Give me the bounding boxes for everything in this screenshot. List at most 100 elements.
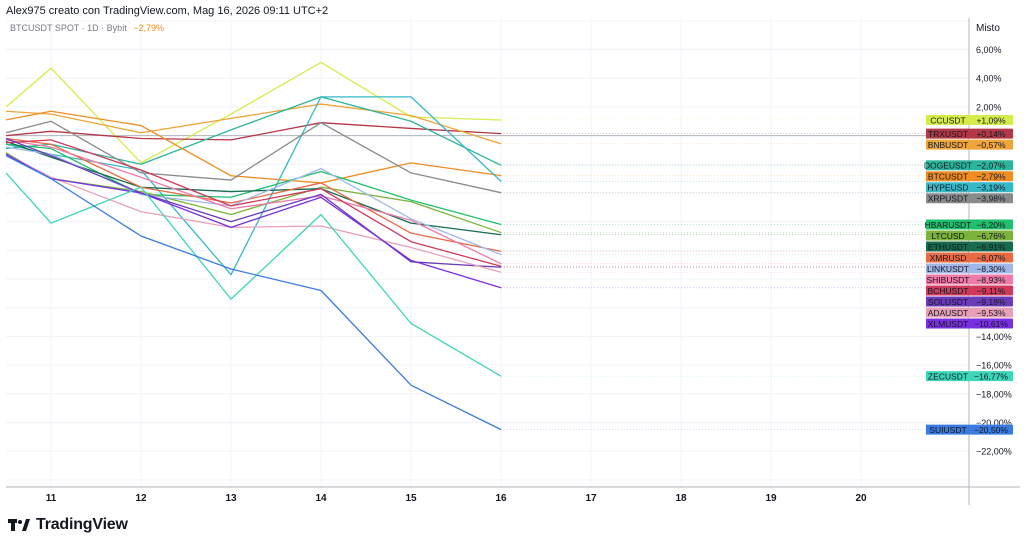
scale-mode-label[interactable]: Misto [976, 23, 1000, 34]
badge-solusdt[interactable]: SOLUSDT −9,18% [501, 266, 1013, 307]
badge-name-bg [926, 241, 970, 252]
series-line-suiusdt [5, 155, 502, 431]
grid [6, 18, 969, 487]
series-line-zecusdt [5, 172, 502, 377]
badge-change: −8,30% [976, 264, 1006, 274]
badge-change: −9,18% [976, 297, 1006, 307]
time-tick-label: 15 [405, 493, 417, 504]
price-tick-label: 2,00% [976, 102, 1002, 112]
price-tick-label: 4,00% [976, 74, 1002, 84]
badge-change: −16,77% [974, 372, 1008, 382]
series-line-xrpusdt [5, 120, 502, 194]
badge-trxusdt[interactable]: TRXUSDT +0,14% [501, 128, 1013, 139]
series-line-hbarusdt [5, 143, 502, 226]
series-line-solusdt [5, 137, 502, 268]
price-tick-label: −16,00% [976, 361, 1012, 371]
price-axis[interactable]: 6,00% 4,00% 2,00% −14,00% −16,00% −18,00% −20,… [976, 45, 1012, 457]
time-tick-label: 14 [315, 493, 327, 504]
chart-title-change: −2,79% [133, 23, 164, 33]
badge-name: BNBUSDT [928, 140, 969, 150]
badge-ethusdt[interactable]: ETHUSDT −6,91% [501, 234, 1013, 252]
badge-name-bg [926, 128, 970, 139]
badge-ccusdt[interactable]: CCUSDT +1,09% [501, 114, 1013, 125]
series-line-bnbusdt [5, 103, 502, 145]
badge-change: −9,53% [976, 308, 1006, 318]
badge-name: SHIBUSDT [927, 275, 970, 285]
badge-name-bg [926, 171, 970, 182]
chart-title: BTCUSDT SPOT · 1D · Bybit [10, 23, 127, 33]
time-tick-label: 18 [675, 493, 687, 504]
badge-name: BTCUSDT [928, 172, 968, 182]
badge-zecusdt[interactable]: ZECUSDT −16,77% [501, 371, 1013, 382]
badge-name-bg [926, 219, 970, 230]
badge-value-bg [970, 193, 1013, 204]
badge-name: LTCUSD [931, 231, 964, 241]
badge-value-bg [970, 128, 1013, 139]
badge-name-bg [926, 296, 970, 307]
badge-name: ETHUSDT [928, 242, 968, 252]
badge-change: −8,07% [976, 253, 1006, 263]
badge-change: −10,61% [974, 319, 1008, 329]
badge-adausdt[interactable]: ADAUSDT −9,53% [501, 271, 1013, 318]
badge-change: −3,98% [976, 194, 1006, 204]
time-axis[interactable]: 11 12 13 14 15 16 17 18 19 20 [46, 493, 867, 504]
time-tick-label: 11 [46, 493, 57, 504]
price-tick-label: −20,00% [976, 418, 1012, 428]
series-line-adausdt [5, 153, 502, 273]
badge-bchusdt[interactable]: BCHUSDT −9,11% [501, 265, 1013, 296]
badge-value-bg [970, 230, 1013, 241]
time-tick-label: 16 [495, 493, 507, 504]
badge-change: −2,79% [976, 172, 1006, 182]
time-tick-label: 17 [585, 493, 597, 504]
badge-value-bg [970, 182, 1013, 193]
time-tick-label: 13 [225, 493, 237, 504]
badge-xlmusdt[interactable]: XLMUSDT −10,61% [501, 287, 1013, 329]
badge-change: −2,07% [976, 161, 1006, 171]
badge-name-bg [926, 263, 970, 274]
badge-change: +0,14% [976, 129, 1006, 139]
badge-value-bg [970, 160, 1013, 171]
badge-dogeusdt[interactable]: DOGEUSDT −2,07% [501, 160, 1013, 171]
badge-name-bg [926, 230, 970, 241]
badge-value-bg [970, 296, 1013, 307]
badge-name: XRPUSDT [928, 194, 969, 204]
badge-xrpusdt[interactable]: XRPUSDT −3,98% [501, 192, 1013, 204]
badge-name: DOGEUSDT [924, 161, 972, 171]
series-line-xmrusd [5, 137, 502, 252]
badge-value-bg [970, 114, 1013, 125]
badge-name: HYPEUSD [927, 183, 968, 193]
badge-name: TRXUSDT [928, 129, 968, 139]
badge-name-bg [926, 193, 970, 204]
badge-name-bg [926, 285, 970, 296]
series-line-ccusdt [5, 61, 502, 164]
badge-bnbusdt[interactable]: BNBUSDT −0,57% [501, 139, 1013, 150]
badge-change: −3,19% [976, 183, 1006, 193]
badge-hypeusd[interactable]: HYPEUSD −3,19% [501, 181, 1013, 193]
series-line-trxusdt [5, 122, 502, 141]
badge-name: XMRUSD [930, 253, 967, 263]
badge-value-bg [970, 318, 1013, 329]
series-line-bchusdt [5, 139, 502, 267]
badge-value-bg [970, 241, 1013, 252]
badge-hbarusdt[interactable]: HBARUSDT −6,20% [501, 219, 1013, 230]
badge-xmrusd[interactable]: XMRUSD −8,07% [501, 251, 1013, 263]
badge-name: ADAUSDT [928, 308, 969, 318]
badge-name-bg [926, 252, 970, 263]
badge-name: CCUSDT [930, 115, 965, 125]
badge-name: ZECUSDT [928, 372, 968, 382]
badge-value-bg [970, 424, 1013, 435]
badge-change: −6,76% [976, 231, 1006, 241]
badge-name: HBARUSDT [925, 220, 972, 230]
price-tick-label: −22,00% [976, 447, 1012, 457]
export-header: Alex975 creato con TradingView.com, Mag … [6, 5, 329, 17]
badge-btcusdt[interactable]: BTCUSDT −2,79% [501, 171, 1013, 182]
badge-name-bg [926, 114, 970, 125]
badge-linkusdt[interactable]: LINKUSDT −8,30% [501, 254, 1013, 274]
badge-name: XLMUSDT [928, 319, 969, 329]
badge-suiusdt[interactable]: SUIUSDT −20,50% [501, 424, 1013, 435]
badge-value-bg [970, 274, 1013, 285]
badge-ltcusd[interactable]: LTCUSD −6,76% [501, 230, 1013, 241]
badge-change: +1,09% [976, 115, 1006, 125]
badge-shibusdt[interactable]: SHIBUSDT −8,93% [501, 263, 1013, 285]
